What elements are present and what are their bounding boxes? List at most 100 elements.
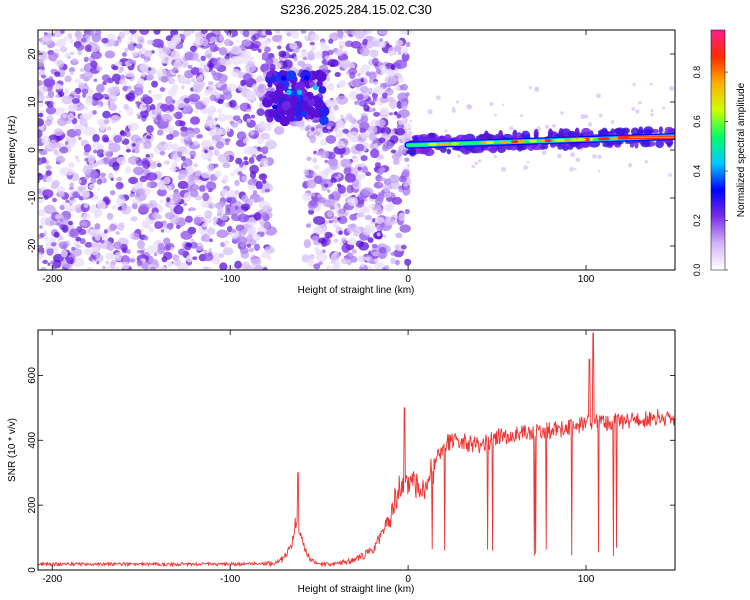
noise-blob [224,114,233,121]
noise-blob [362,38,368,46]
noise-blob [159,150,166,156]
noise-blob [339,59,352,69]
noise-blob [356,119,363,125]
noise-blob [120,243,128,251]
noise-blob [328,219,334,224]
noise-blob [256,146,261,151]
noise-blob [116,37,122,43]
noise-blob [135,159,144,166]
noise-blob [209,119,217,129]
noise-blob [407,164,410,167]
noise-blob [83,33,91,39]
noise-blob [74,128,82,136]
noise-blob [46,247,54,256]
noise-blob [638,100,642,105]
noise-blob [390,251,396,256]
noise-blob [209,89,216,96]
noise-blob [251,177,257,183]
noise-blob [303,168,310,176]
noise-blob [39,35,53,46]
noise-blob [51,179,61,188]
noise-blob [265,57,274,67]
noise-blob [350,223,357,228]
noise-blob [340,158,352,169]
noise-blob [109,103,118,111]
snr-series [38,332,675,568]
noise-blob [49,220,54,226]
noise-blob [161,266,166,270]
noise-blob [38,209,46,217]
noise-blob [225,60,232,66]
noise-blob [662,106,666,110]
noise-blob [66,55,72,60]
noise-blob [331,115,336,121]
noise-blob [242,73,252,82]
noise-blob [65,136,71,140]
noise-blob [188,174,197,182]
noise-blob [290,30,300,39]
noise-blob [400,101,408,110]
y-tick-label: -20 [27,238,38,253]
noise-blob [246,90,257,100]
noise-blob [335,95,349,105]
noise-blob [186,242,193,248]
noise-blob [165,95,173,105]
noise-blob [69,51,75,55]
noise-blob [78,136,82,141]
noise-blob [74,155,79,160]
noise-blob [192,256,198,261]
noise-blob [264,226,277,236]
noise-blob [190,66,200,75]
cluster-peak [272,104,278,110]
noise-blob [136,249,142,254]
noise-blob [384,216,395,226]
noise-blob [382,184,391,193]
noise-blob [377,30,389,35]
noise-blob [69,38,74,44]
noise-blob [112,73,121,82]
noise-blob [122,52,127,57]
band-blob [629,143,635,148]
cluster-blob [271,95,278,102]
noise-blob [114,61,123,67]
noise-blob [67,161,75,168]
noise-blob [59,205,65,211]
noise-blob [118,31,126,39]
noise-blob [159,87,166,92]
noise-blob [232,115,241,121]
noise-blob [196,58,201,63]
noise-blob [598,113,603,118]
noise-blob [58,241,69,250]
noise-blob [146,181,152,188]
noise-blob [311,192,316,197]
noise-blob [129,30,137,35]
noise-blob [55,155,66,164]
noise-blob [241,261,251,270]
noise-blob [142,160,151,169]
noise-blob [165,197,171,203]
noise-blob [374,261,385,270]
noise-blob [69,228,80,238]
noise-blob [369,101,376,106]
noise-blob [573,168,577,171]
noise-blob [398,144,408,154]
noise-blob [163,237,171,246]
band-blob [459,147,466,153]
noise-blob [193,163,199,168]
noise-blob [218,46,228,56]
noise-blob [209,43,218,53]
noise-blob [44,118,53,126]
noise-blob [190,238,195,243]
noise-blob [38,252,44,261]
noise-blob [261,146,269,155]
noise-blob [389,180,400,190]
cluster-blob [281,101,292,111]
noise-blob [75,244,81,249]
noise-blob [324,183,329,188]
noise-blob [358,68,365,75]
noise-blob [202,192,210,202]
noise-blob [189,189,199,198]
noise-blob [131,202,138,210]
noise-blob [307,200,319,209]
noise-blob [140,250,145,254]
